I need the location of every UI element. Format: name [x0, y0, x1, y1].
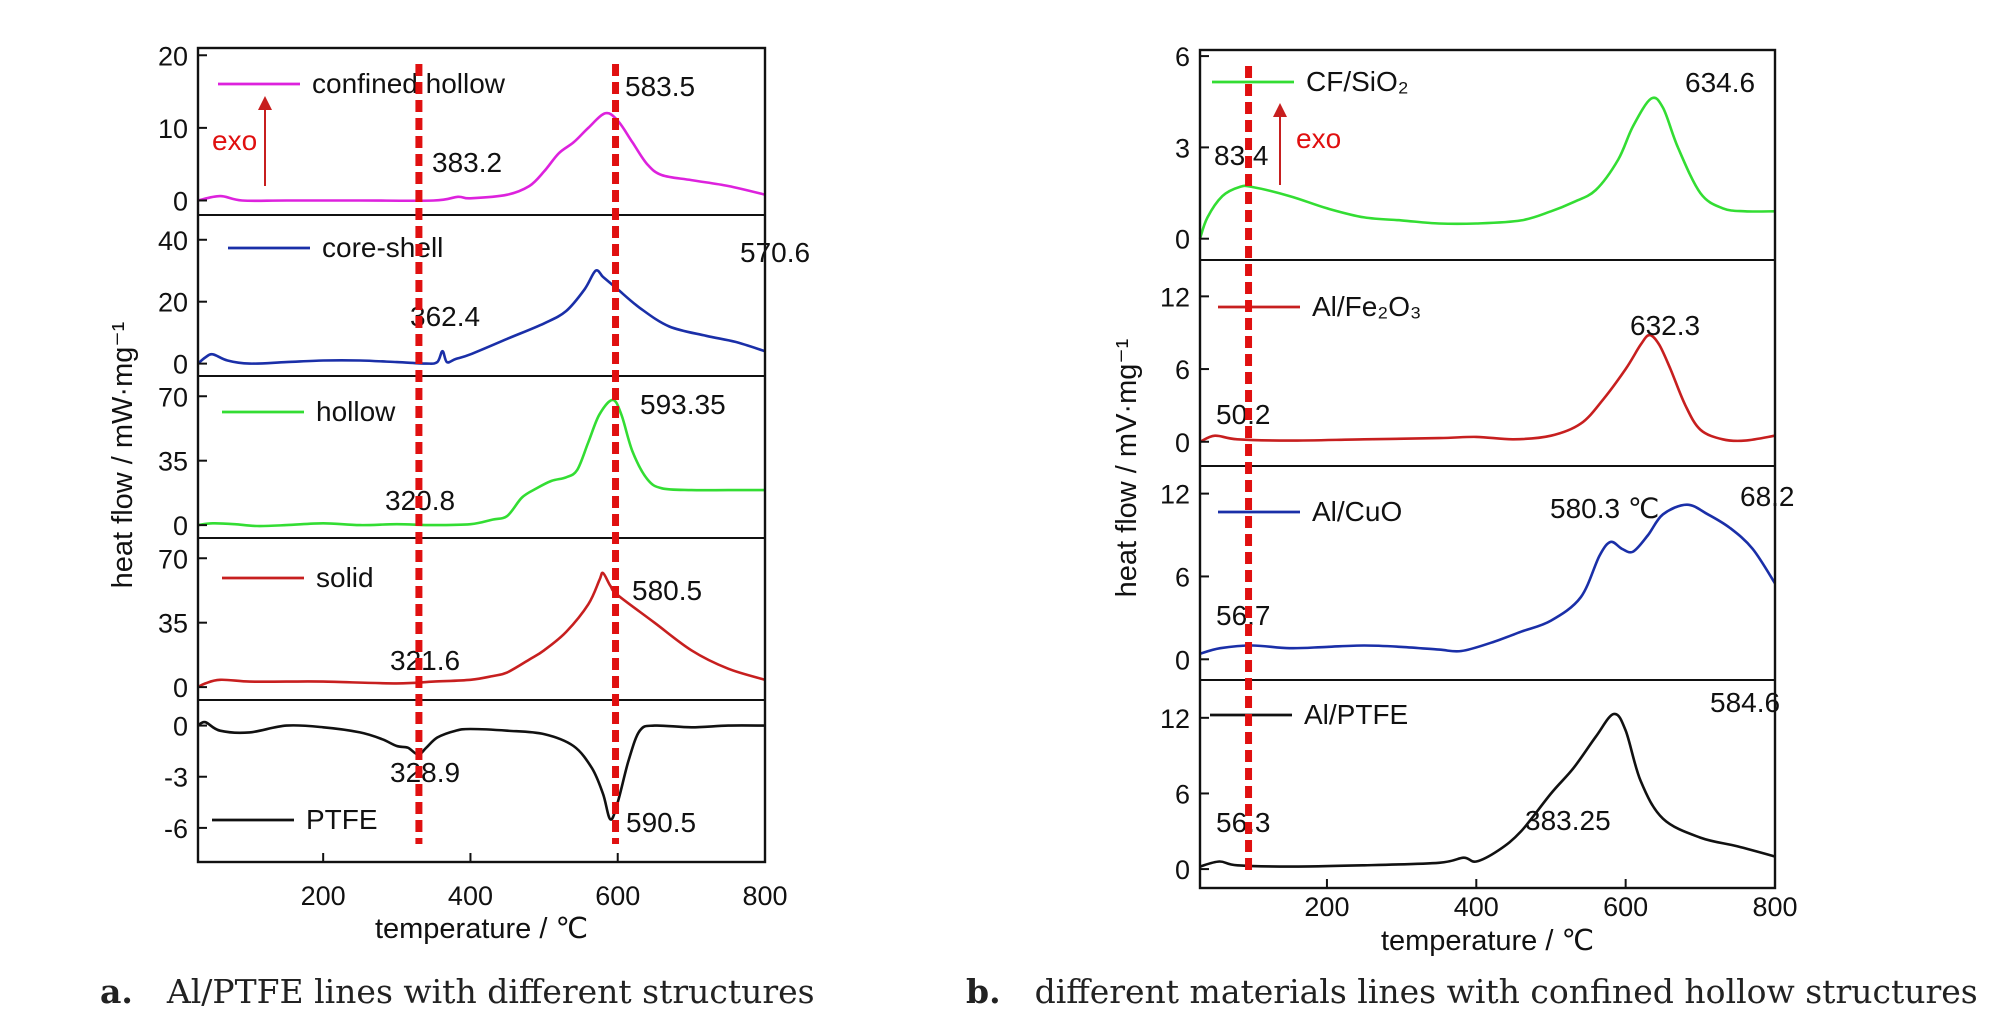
fig0-series-line-2 [197, 398, 765, 528]
fig0-exo-label: exo [212, 125, 257, 156]
fig0-ytick-label-0-2: 20 [158, 41, 188, 71]
fig1-peak-label-0-0: 83.4 [1214, 140, 1269, 171]
fig1-series-line-1 [1199, 333, 1776, 444]
fig1-ytick-label-3-2: 12 [1160, 704, 1190, 734]
fig1-ytick-label-0-2: 6 [1175, 42, 1190, 72]
fig1-peak-label-0-1: 634.6 [1685, 67, 1755, 98]
fig0-xtick-label-0: 200 [301, 881, 346, 911]
fig0-peak-label-0-0: 383.2 [432, 147, 502, 178]
fig1-ytick-label-1-1: 6 [1175, 355, 1190, 385]
fig1-series-line-2 [1199, 503, 1777, 656]
fig1-xtick-label-3: 800 [1752, 892, 1797, 922]
fig0-peak-label-4-0: 328.9 [390, 757, 460, 788]
fig1-ytick-label-1-0: 0 [1175, 428, 1190, 458]
fig0-ytick-label-2-2: 70 [158, 382, 188, 412]
fig0-ytick-label-3-2: 70 [158, 544, 188, 574]
fig1-ytick-label-3-1: 6 [1175, 779, 1190, 809]
fig1-ytick-label-2-0: 0 [1175, 645, 1190, 675]
caption-a-label: a. [100, 972, 133, 1011]
fig1-exo-label: exo [1296, 123, 1341, 154]
caption-a-text: Al/PTFE lines with different structures [166, 972, 815, 1011]
fig0-legend-label-3: solid [316, 562, 374, 593]
fig1-peak-label-2-1: 580.3 ℃ [1550, 493, 1659, 524]
fig0-xtick-label-2: 600 [595, 881, 640, 911]
fig0-peak-label-4-1: 590.5 [626, 807, 696, 838]
fig0-ytick-label-0-0: 0 [173, 186, 188, 216]
fig1-ytick-label-2-1: 6 [1175, 562, 1190, 592]
fig0-peak-label-1-1: 570.6 [740, 237, 810, 268]
fig1-xtick-label-2: 600 [1603, 892, 1648, 922]
fig1-peak-label-3-2: 584.6 [1710, 687, 1780, 718]
fig1-peak-label-1-0: 50.2 [1216, 399, 1271, 430]
fig1-peak-label-1-1: 632.3 [1630, 310, 1700, 341]
fig1-xtick-label-1: 400 [1454, 892, 1499, 922]
fig1-ytick-label-3-0: 0 [1175, 855, 1190, 885]
fig0-exo-arrow-head [258, 96, 272, 110]
fig0-y-axis-label: heat flow / mW·mg⁻¹ [107, 321, 139, 588]
fig0-ytick-label-1-2: 40 [158, 226, 188, 256]
fig1-legend-label-1: Al/Fe₂O₃ [1312, 291, 1421, 322]
fig1-peak-label-3-0: 56.3 [1216, 807, 1271, 838]
fig0-legend-label-0: confined hollow [312, 68, 506, 99]
fig0-ytick-label-4-1: -3 [164, 763, 188, 793]
fig0-plot-frame [196, 46, 767, 864]
fig0-ytick-label-3-1: 35 [158, 609, 188, 639]
fig0-peak-label-3-0: 321.6 [390, 645, 460, 676]
fig0-legend-label-1: core-shell [322, 232, 443, 263]
fig1-peak-label-3-1: 383.25 [1525, 805, 1611, 836]
caption-a: a. Al/PTFE lines with different structure… [100, 972, 815, 1011]
fig0-ytick-label-3-0: 0 [173, 673, 188, 703]
caption-b-text: different materials lines with confined … [1034, 972, 1978, 1011]
fig0-peak-label-0-1: 583.5 [625, 71, 695, 102]
fig1-exo-arrow-head [1273, 103, 1287, 117]
fig0-legend-label-4: PTFE [306, 804, 378, 835]
fig0-peak-label-3-1: 580.5 [632, 575, 702, 606]
fig0-series-line-0 [197, 111, 766, 203]
fig1-series-line-0 [1198, 96, 1776, 240]
fig0-ytick-label-1-0: 0 [173, 350, 188, 380]
fig1-series-line-3 [1199, 712, 1776, 868]
fig0-ytick-label-2-1: 35 [158, 447, 188, 477]
fig1-peak-label-2-2: 68.2 [1740, 481, 1795, 512]
fig1-ytick-label-0-0: 0 [1175, 225, 1190, 255]
fig0-ytick-label-0-1: 10 [158, 114, 188, 144]
fig1-legend-label-0: CF/SiO₂ [1306, 66, 1409, 97]
fig0-xtick-label-1: 400 [448, 881, 493, 911]
fig1-ytick-label-1-2: 12 [1160, 282, 1190, 312]
fig0-ytick-label-4-2: 0 [173, 712, 188, 742]
caption-b-label: b. [966, 972, 1001, 1011]
fig1-peak-label-2-0: 56.7 [1216, 600, 1271, 631]
fig1-legend-label-2: Al/CuO [1312, 496, 1402, 527]
fig0-ytick-label-1-1: 20 [158, 288, 188, 318]
fig1-x-axis-label: temperature / ℃ [1381, 925, 1594, 957]
fig0-ytick-label-2-0: 0 [173, 511, 188, 541]
fig1-ytick-label-0-1: 3 [1175, 133, 1190, 163]
fig0-ytick-label-4-0: -6 [164, 814, 188, 844]
fig0-xtick-label-3: 800 [742, 881, 787, 911]
fig1-xtick-label-0: 200 [1304, 892, 1349, 922]
fig0-series-line-1 [197, 269, 766, 365]
fig0-legend-label-2: hollow [316, 396, 396, 427]
fig0-series-line-3 [197, 571, 766, 689]
fig0-x-axis-label: temperature / ℃ [375, 913, 588, 945]
caption-b: b. different materials lines with confine… [966, 972, 1978, 1011]
fig0-series-line-4 [197, 720, 766, 821]
fig1-ytick-label-2-2: 12 [1160, 480, 1190, 510]
fig1-plot-frame [1198, 48, 1777, 890]
fig0-peak-label-2-1: 593.35 [640, 389, 726, 420]
fig1-legend-label-3: Al/PTFE [1304, 699, 1408, 730]
fig1-y-axis-label: heat flow / mV·mg⁻¹ [1111, 338, 1143, 597]
